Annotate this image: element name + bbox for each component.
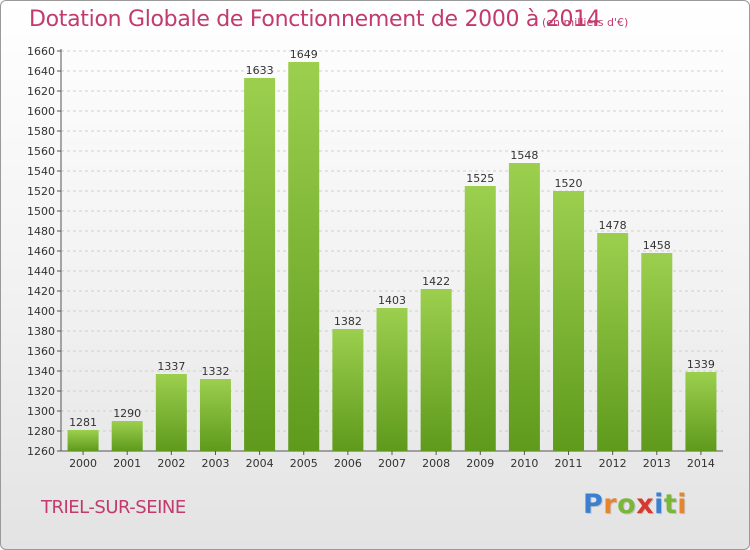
y-tick-label: 1480 [27,225,55,238]
bar-value-label: 1633 [246,64,274,77]
bar [464,186,496,451]
y-tick-label: 1600 [27,105,55,118]
y-tick-label: 1300 [27,405,55,418]
logo-letter: i [677,489,688,520]
bar [376,308,408,451]
y-tick-label: 1560 [27,145,55,158]
y-tick-label: 1380 [27,325,55,338]
bar [155,374,187,451]
bar-value-label: 1382 [334,315,362,328]
bar [641,253,673,451]
logo-letter: x [636,489,655,520]
x-tick-label: 2000 [69,457,97,470]
y-tick-label: 1520 [27,185,55,198]
bar-value-label: 1290 [113,407,141,420]
bar-value-label: 1281 [69,416,97,429]
bar [332,329,364,451]
x-tick-label: 2002 [157,457,185,470]
x-tick-label: 2004 [246,457,274,470]
logo-letter: r [603,489,618,520]
x-tick-label: 2014 [687,457,715,470]
bar-value-label: 1525 [466,172,494,185]
logo-letter: i [654,489,664,520]
y-tick-label: 1340 [27,365,55,378]
y-tick-label: 1280 [27,425,55,438]
bar-value-label: 1339 [687,358,715,371]
y-tick-label: 1440 [27,265,55,278]
bar [420,289,452,451]
logo-letter: o [617,489,637,520]
bar-value-label: 1520 [555,177,583,190]
x-tick-label: 2010 [510,457,538,470]
y-tick-label: 1500 [27,205,55,218]
x-tick-label: 2005 [290,457,318,470]
y-tick-label: 1360 [27,345,55,358]
bar [685,372,717,451]
y-tick-label: 1320 [27,385,55,398]
bar [199,379,231,451]
bar [244,78,276,451]
bar [597,233,629,451]
y-tick-label: 1420 [27,285,55,298]
bar-value-label: 1422 [422,275,450,288]
bar-value-label: 1649 [290,48,318,61]
x-tick-label: 2011 [555,457,583,470]
y-tick-label: 1640 [27,65,55,78]
x-tick-label: 2007 [378,457,406,470]
y-tick-label: 1580 [27,125,55,138]
bar-value-label: 1458 [643,239,671,252]
y-tick-label: 1620 [27,85,55,98]
bar-value-label: 1337 [157,360,185,373]
logo-letter: P [583,489,604,520]
x-tick-label: 2001 [113,457,141,470]
y-tick-label: 1540 [27,165,55,178]
proxiti-logo: Proxiti [583,489,687,520]
bar-value-label: 1332 [201,365,229,378]
bar [111,421,143,451]
x-tick-label: 2008 [422,457,450,470]
bar-value-label: 1548 [510,149,538,162]
chart-title: Dotation Globale de Fonctionnement de 20… [29,7,601,32]
town-name: TRIEL-SUR-SEINE [41,497,186,518]
chart-subtitle: (en milliers d'€) [542,16,629,29]
bar [67,430,99,451]
x-tick-label: 2013 [643,457,671,470]
x-tick-label: 2012 [599,457,627,470]
bar-value-label: 1403 [378,294,406,307]
x-tick-label: 2006 [334,457,362,470]
x-tick-label: 2003 [201,457,229,470]
bar-value-label: 1478 [599,219,627,232]
bar [553,191,585,451]
y-tick-label: 1460 [27,245,55,258]
bar [508,163,540,451]
logo-letter: t [663,489,678,520]
x-tick-label: 2009 [466,457,494,470]
bar [288,62,320,451]
y-tick-label: 1660 [27,45,55,58]
y-tick-label: 1400 [27,305,55,318]
y-tick-label: 1260 [27,445,55,458]
